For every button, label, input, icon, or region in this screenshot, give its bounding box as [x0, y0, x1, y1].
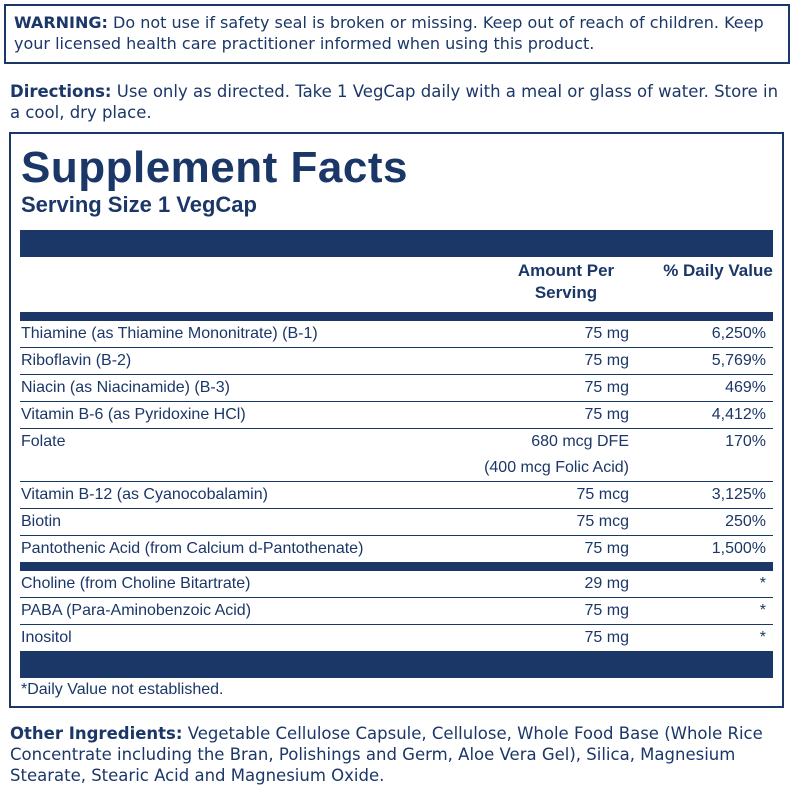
nutrient-name: Vitamin B-6 (as Pyridoxine HCl): [21, 406, 246, 423]
facts-table: Amount Per Serving % Daily Value Thiamin…: [20, 230, 773, 702]
amount: 75 mg: [584, 379, 629, 396]
amount-cell: 75 mg: [429, 536, 629, 562]
daily-value: 469%: [725, 379, 766, 396]
nutrient-row: Choline (from Choline Bitartrate) 29 mg *: [20, 571, 773, 597]
amount-header: Amount Per Serving: [517, 261, 615, 302]
daily-value: *: [759, 602, 766, 619]
warning-text: Do not use if safety seal is broken or m…: [14, 13, 764, 53]
amount: 75 mg: [584, 629, 629, 646]
nutrient-row: Riboflavin (B-2) 75 mg 5,769%: [20, 347, 773, 374]
nutrient-name: Choline (from Choline Bitartrate): [21, 575, 251, 592]
nutrient-name: Vitamin B-12 (as Cyanocobalamin): [21, 486, 268, 503]
amount: 75 mg: [584, 325, 629, 342]
directions-text: Use only as directed. Take 1 VegCap dail…: [10, 82, 779, 122]
daily-value: 5,769%: [711, 352, 766, 369]
daily-value: 1,500%: [711, 540, 766, 557]
footnote: *Daily Value not established.: [21, 681, 224, 698]
nutrient-name: Riboflavin (B-2): [21, 352, 132, 369]
other-label: Other Ingredients:: [10, 724, 183, 743]
amount: 680 mcg DFE: [531, 433, 629, 450]
amount-cell: 75 mcg: [429, 509, 629, 535]
daily-value: 4,412%: [711, 406, 766, 423]
directions-label: Directions:: [10, 82, 112, 101]
amount-cell: 75 mg: [429, 375, 629, 401]
serving-size: Serving Size 1 VegCap: [21, 192, 257, 217]
nutrient-row: Inositol 75 mg *: [20, 624, 773, 651]
amount: 29 mg: [584, 575, 629, 592]
amount-cell: 75 mg: [429, 348, 629, 374]
section: Choline (from Choline Bitartrate) 29 mg * P…: [20, 571, 773, 651]
daily-value: 3,125%: [711, 486, 766, 503]
rule: [20, 562, 773, 571]
section: Thiamine (as Thiamine Mononitrate) (B-1)…: [20, 321, 773, 562]
amount-cell: 29 mg: [429, 571, 629, 597]
amount-cell: 75 mg: [429, 402, 629, 428]
daily-value: *: [759, 629, 766, 646]
daily-value: *: [759, 575, 766, 592]
nutrient-name: Biotin: [21, 513, 62, 530]
nutrient-name: Pantothenic Acid (from Calcium d-Pantoth…: [21, 540, 364, 557]
warning-label: WARNING:: [14, 13, 108, 32]
nutrient-name: Niacin (as Niacinamide) (B-3): [21, 379, 230, 396]
sections: Thiamine (as Thiamine Mononitrate) (B-1)…: [20, 312, 773, 651]
nutrient-name: Thiamine (as Thiamine Mononitrate) (B-1): [21, 325, 318, 342]
nutrient-name: Inositol: [21, 629, 72, 646]
amount: 75 mg: [584, 352, 629, 369]
daily-value: 250%: [725, 513, 766, 530]
rule: [20, 312, 773, 321]
amount: 75 mg: [584, 602, 629, 619]
amount-cell: 75 mg: [429, 598, 629, 624]
amount: 75 mcg: [576, 513, 629, 530]
daily-value: 170%: [725, 433, 766, 450]
nutrient-name: PABA (Para-Aminobenzoic Acid): [21, 602, 252, 619]
nutrient-row: PABA (Para-Aminobenzoic Acid) 75 mg *: [20, 597, 773, 624]
nutrient-row: Biotin 75 mcg 250%: [20, 508, 773, 535]
nutrient-row: Vitamin B-12 (as Cyanocobalamin) 75 mcg 3,…: [20, 481, 773, 508]
amount-cell: 75 mg: [429, 321, 629, 347]
amount: 75 mg: [584, 406, 629, 423]
nutrient-row: Folate 680 mcg DFE (400 mcg Folic Acid) 170…: [20, 428, 773, 481]
rule: [20, 230, 773, 257]
amount: 75 mcg: [576, 486, 629, 503]
other-text: Vegetable Cellulose Capsule, Cellulose, …: [10, 724, 763, 785]
warning: WARNING: Do not use if safety seal is br…: [4, 4, 790, 64]
amount: 75 mg: [584, 540, 629, 557]
facts-title: Supplement Facts: [21, 143, 408, 192]
amount-cell: 680 mcg DFE (400 mcg Folic Acid): [429, 429, 629, 481]
spacer: [20, 257, 436, 312]
nutrient-row: Vitamin B-6 (as Pyridoxine HCl) 75 mg 4,41…: [20, 401, 773, 428]
amount-cell: 75 mcg: [429, 482, 629, 508]
other-ingredients: Other Ingredients: Vegetable Cellulose C…: [10, 723, 787, 786]
dv-header: % Daily Value: [663, 261, 773, 280]
supplement-facts: Supplement Facts Serving Size 1 VegCap A…: [9, 132, 784, 708]
nutrient-row: Thiamine (as Thiamine Mononitrate) (B-1)…: [20, 321, 773, 347]
amount-detail: (400 mcg Folic Acid): [484, 459, 629, 476]
directions: Directions: Use only as directed. Take 1…: [10, 81, 787, 123]
rule: [20, 651, 773, 678]
nutrient-name: Folate: [21, 433, 66, 450]
daily-value: 6,250%: [711, 325, 766, 342]
amount-cell: 75 mg: [429, 625, 629, 651]
nutrient-row: Pantothenic Acid (from Calcium d-Pantoth…: [20, 535, 773, 562]
nutrient-row: Niacin (as Niacinamide) (B-3) 75 mg 469%: [20, 374, 773, 401]
header-row: Amount Per Serving % Daily Value: [20, 257, 773, 312]
